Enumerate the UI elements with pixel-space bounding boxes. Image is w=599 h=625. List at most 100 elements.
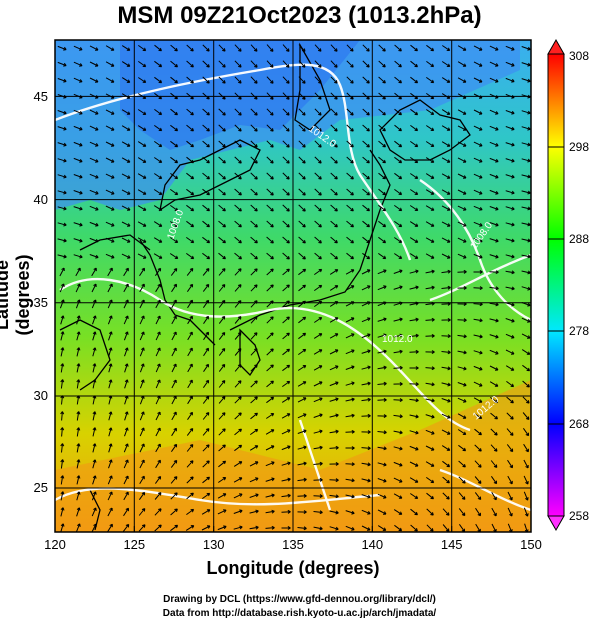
- wind-arrow: [522, 428, 530, 437]
- wind-arrow: [250, 124, 258, 132]
- wind-arrow: [298, 156, 306, 164]
- wind-arrow: [506, 380, 515, 388]
- wind-arrow: [121, 141, 131, 147]
- wind-arrow: [297, 477, 307, 482]
- wind-arrow: [250, 44, 258, 52]
- wind-arrow: [505, 142, 515, 147]
- wind-arrow: [233, 477, 243, 483]
- wind-arrow: [186, 140, 194, 148]
- wind-arrow: [121, 253, 131, 259]
- wind-arrow: [410, 173, 419, 179]
- wind-arrow: [282, 204, 290, 212]
- wind-arrow: [218, 412, 226, 420]
- wind-arrow: [346, 220, 354, 228]
- wind-arrow: [282, 140, 290, 148]
- wind-arrow: [505, 365, 515, 371]
- wind-arrow: [108, 443, 113, 453]
- wind-arrow: [218, 76, 226, 84]
- wind-arrow: [75, 523, 81, 532]
- wind-arrow: [377, 509, 387, 515]
- wind-arrow: [409, 445, 419, 451]
- wind-arrow: [362, 60, 370, 68]
- wind-arrow: [202, 220, 210, 228]
- wind-arrow: [266, 220, 274, 228]
- wind-arrow: [92, 315, 97, 325]
- colorbar-tick-label: 278: [569, 324, 589, 338]
- wind-arrow: [361, 413, 371, 418]
- wind-arrow: [393, 333, 403, 338]
- wind-arrow: [60, 331, 65, 341]
- wind-arrow: [108, 411, 113, 421]
- wind-arrow: [426, 76, 435, 84]
- wind-arrow: [60, 315, 65, 325]
- wind-arrow: [425, 189, 435, 195]
- wind-arrow: [489, 173, 499, 179]
- wind-arrow: [203, 331, 209, 341]
- wind-arrow: [393, 461, 403, 467]
- wind-arrow: [409, 317, 419, 322]
- wind-arrow: [345, 429, 355, 434]
- wind-arrow: [489, 318, 499, 323]
- wind-arrow: [473, 77, 483, 83]
- wind-arrow: [330, 140, 338, 148]
- wind-arrow: [73, 157, 83, 163]
- wind-arrow: [394, 60, 402, 68]
- wind-arrow: [123, 475, 129, 485]
- wind-arrow: [91, 491, 97, 501]
- wind-arrow: [474, 476, 482, 484]
- wind-arrow: [234, 412, 242, 420]
- wind-arrow: [105, 237, 115, 243]
- wind-arrow: [155, 347, 161, 357]
- wind-arrow: [73, 222, 83, 227]
- wind-arrow: [233, 509, 243, 514]
- wind-arrow: [361, 509, 371, 515]
- wind-arrow: [187, 331, 193, 341]
- wind-arrow: [297, 445, 307, 450]
- wind-arrow: [218, 60, 226, 68]
- wind-arrow: [121, 237, 131, 243]
- wind-arrow: [282, 268, 290, 276]
- wind-arrow: [505, 174, 515, 179]
- wind-arrow: [523, 475, 529, 485]
- wind-arrow: [171, 427, 177, 437]
- wind-arrow: [505, 238, 515, 243]
- wind-arrow: [137, 205, 147, 211]
- wind-arrow: [361, 333, 371, 339]
- wind-arrow: [57, 222, 67, 227]
- wind-arrow: [362, 76, 370, 84]
- wind-arrow: [202, 140, 210, 148]
- colorbar-tick-label: 268: [569, 417, 589, 431]
- wind-arrow: [346, 76, 354, 84]
- wind-arrow: [76, 459, 81, 469]
- wind-arrow: [505, 286, 515, 291]
- wind-arrow: [441, 334, 451, 339]
- wind-arrow: [410, 108, 419, 116]
- wind-arrow: [139, 331, 145, 341]
- wind-arrow: [441, 253, 451, 259]
- wind-arrow: [250, 380, 258, 388]
- wind-arrow: [218, 220, 226, 228]
- wind-arrow: [425, 253, 435, 259]
- wind-arrow: [346, 156, 354, 164]
- wind-arrow: [393, 317, 403, 322]
- wind-arrow: [60, 523, 65, 532]
- wind-arrow: [57, 78, 67, 83]
- wind-arrow: [105, 157, 115, 163]
- wind-arrow: [474, 413, 483, 419]
- wind-arrow: [60, 347, 65, 357]
- wind-arrow: [457, 285, 467, 290]
- wind-arrow: [313, 526, 323, 531]
- wind-arrow: [394, 108, 402, 116]
- wind-arrow: [250, 204, 258, 212]
- wind-arrow: [426, 109, 435, 115]
- wind-arrow: [202, 204, 210, 212]
- wind-arrow: [330, 76, 338, 84]
- wind-arrow: [266, 156, 274, 164]
- wind-arrow: [362, 140, 370, 148]
- wind-arrow: [92, 443, 97, 453]
- wind-arrow: [282, 124, 290, 132]
- wind-arrow: [522, 380, 530, 388]
- wind-arrow: [107, 267, 113, 277]
- wind-arrow: [281, 525, 291, 530]
- wind-arrow: [154, 60, 163, 68]
